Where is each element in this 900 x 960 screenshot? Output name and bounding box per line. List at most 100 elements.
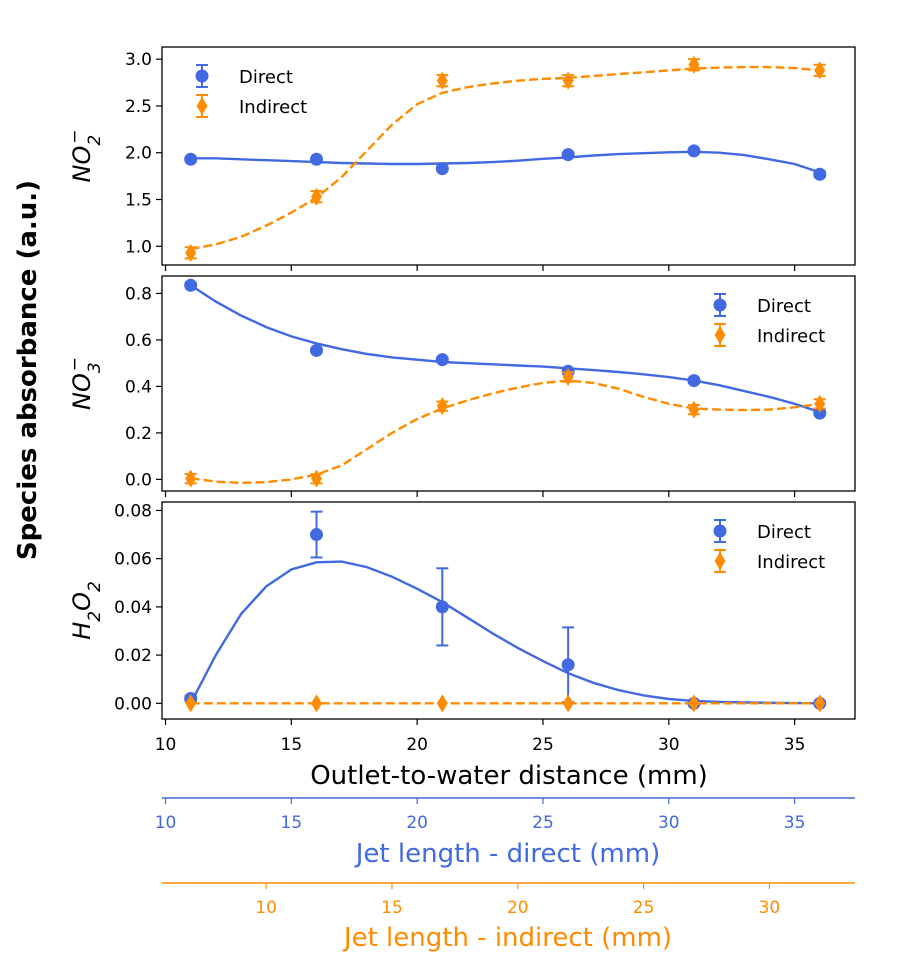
y-tick-label: 2.5 <box>125 97 152 117</box>
data-point-direct <box>561 658 575 672</box>
x-tick-label: 10 <box>155 735 177 755</box>
legend-label-indirect: Indirect <box>239 97 307 118</box>
plot-frame <box>161 501 856 720</box>
plot-frame <box>161 46 856 266</box>
fit-line-direct <box>190 284 821 414</box>
legend-label-direct: Direct <box>239 67 293 88</box>
data-point-indirect <box>185 469 197 488</box>
series-indirect-middle <box>184 368 826 488</box>
y-axis-label: NO3− <box>65 357 105 410</box>
data-point-indirect <box>436 397 448 416</box>
data-point-indirect <box>311 187 323 206</box>
axis-tick-label: 30 <box>759 898 781 918</box>
legend-marker-direct <box>713 524 727 538</box>
data-point-indirect <box>436 71 448 90</box>
data-point-indirect <box>814 394 826 413</box>
legend-label-indirect: Indirect <box>757 552 825 573</box>
fit-line-direct <box>189 560 820 705</box>
y-tick-label: 0.6 <box>125 331 152 351</box>
data-point-direct <box>561 148 575 162</box>
data-point-indirect <box>562 71 574 90</box>
data-point-direct <box>435 353 449 367</box>
series-direct-middle <box>184 278 827 420</box>
secondary-direct-axis: 10 15 20 25 30 35 Jet length - direct (mm) <box>155 797 855 869</box>
y-tick-label: 0.08 <box>114 501 152 521</box>
data-point-indirect <box>562 694 574 713</box>
legend-marker-direct <box>713 298 727 312</box>
data-point-direct <box>435 162 449 176</box>
y-tick-label: 3.0 <box>125 50 152 70</box>
axis-tick-label: 10 <box>155 813 177 833</box>
axis-tick-label: 15 <box>281 813 303 833</box>
x-tick-label: 25 <box>532 735 554 755</box>
data-point-indirect <box>688 55 700 74</box>
data-point-direct <box>184 278 198 292</box>
panel-middle: 0.0 0.2 0.4 0.6 0.8 NO3− Direct Indirect <box>65 275 856 497</box>
axis-tick-label: 15 <box>381 898 403 918</box>
legend-marker-indirect <box>714 552 726 570</box>
legend-marker-direct <box>195 69 209 83</box>
y-tick-label: 1.5 <box>125 191 152 211</box>
axis-tick-label: 10 <box>255 898 277 918</box>
data-point-indirect <box>814 694 826 713</box>
data-point-indirect <box>814 61 826 80</box>
data-point-direct <box>687 374 701 388</box>
y-tick-label: 0.8 <box>125 284 152 304</box>
main-xlabel: Outlet-to-water distance (mm) <box>310 761 708 791</box>
series-direct-bottom <box>184 510 827 710</box>
x-tick-label: 30 <box>658 735 680 755</box>
secondary-axes: 10 15 20 25 30 35 Jet length - direct (mm) 10 15… <box>155 797 855 953</box>
data-point-direct <box>310 152 324 166</box>
axis-tick-label: 20 <box>507 898 529 918</box>
y-tick-label: 0.4 <box>125 377 152 397</box>
legend-marker-indirect <box>714 326 726 344</box>
y-tick-label: 0.04 <box>114 598 152 618</box>
series-direct-top <box>184 144 827 181</box>
data-point-indirect <box>311 469 323 488</box>
y-tick-label: 1.0 <box>125 237 152 257</box>
axis-tick-label: 20 <box>406 813 428 833</box>
legend-label-direct: Direct <box>757 522 811 543</box>
data-point-direct <box>184 152 198 166</box>
legend-label-direct: Direct <box>757 296 811 317</box>
x-tick-label: 15 <box>281 735 303 755</box>
data-point-indirect <box>311 694 323 713</box>
secondary-indirect-label: Jet length - indirect (mm) <box>342 923 672 953</box>
fit-line-indirect <box>190 379 820 485</box>
y-tick-label: 2.0 <box>125 144 152 164</box>
data-point-indirect <box>688 694 700 713</box>
x-tick-label: 20 <box>406 735 428 755</box>
y-axis-label: NO2− <box>65 130 105 183</box>
data-point-direct <box>813 167 827 181</box>
series-indirect-top <box>184 55 826 262</box>
data-point-indirect <box>688 400 700 419</box>
axis-tick-label: 35 <box>784 813 806 833</box>
legend-label-indirect: Indirect <box>757 326 825 347</box>
legend: Direct Indirect <box>713 293 825 347</box>
y-tick-label: 0.2 <box>125 424 152 444</box>
axis-tick-label: 25 <box>633 898 655 918</box>
data-point-indirect <box>185 694 197 713</box>
y-axis-label: H2O2 <box>68 581 105 640</box>
series-indirect-bottom <box>185 694 826 713</box>
fit-line-indirect <box>190 65 820 251</box>
x-tick-label: 35 <box>784 735 806 755</box>
data-point-indirect <box>185 243 197 262</box>
axis-tick-label: 30 <box>658 813 680 833</box>
y-tick-label: 0.02 <box>114 646 152 666</box>
axis-tick-label: 25 <box>532 813 554 833</box>
y-tick-label: 0.0 <box>125 470 152 490</box>
legend: Direct Indirect <box>713 519 825 573</box>
data-point-direct <box>435 600 449 614</box>
legend-marker-indirect <box>196 97 208 115</box>
figure-ylabel: Species absorbance (a.u.) <box>13 180 43 560</box>
y-tick-label: 0.00 <box>114 694 152 714</box>
panels: 1.01.52.02.53.0NO2−DirectIndirect0.00.20… <box>65 46 856 755</box>
secondary-indirect-axis: 10 15 20 25 30 Jet length - indirect (mm) <box>162 882 855 953</box>
legend: Direct Indirect <box>195 64 307 118</box>
y-tick-label: 0.06 <box>114 550 152 570</box>
data-point-indirect <box>562 368 574 387</box>
panel-bottom: 0.00 0.02 0.04 0.06 0.08 10 15 20 25 30 35 H2O2 Dire… <box>68 501 856 755</box>
secondary-direct-label: Jet length - direct (mm) <box>354 839 660 869</box>
